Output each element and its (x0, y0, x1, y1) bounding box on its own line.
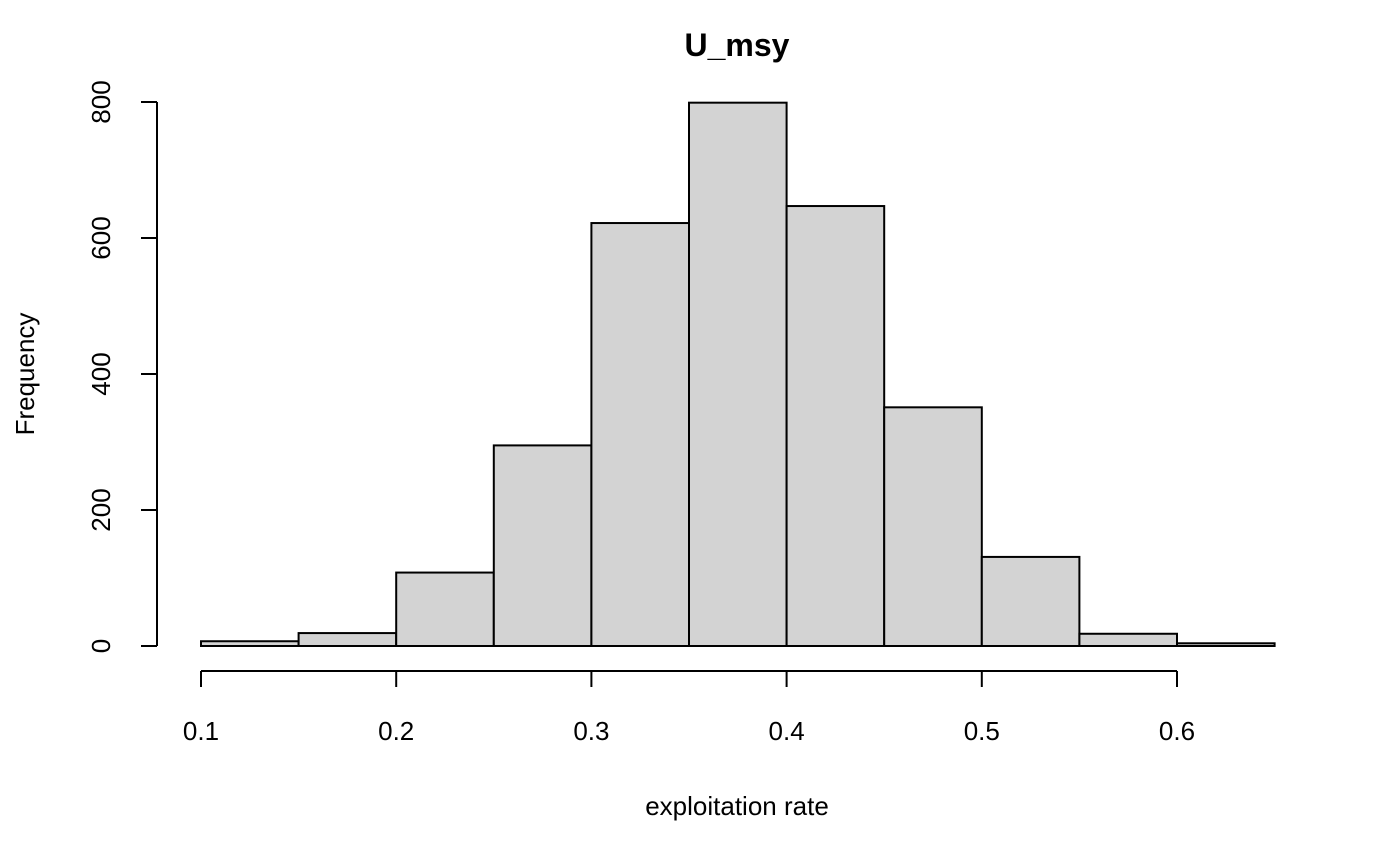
histogram-bar (297, 632, 398, 648)
y-tick-label: 0 (86, 639, 116, 653)
x-tick-label: 0.5 (964, 716, 1000, 746)
histogram-bar (395, 571, 495, 647)
histogram-bar (688, 101, 788, 648)
y-tick-label: 400 (86, 352, 116, 395)
chart-title: U_msy (685, 27, 790, 63)
x-axis-label: exploitation rate (645, 791, 829, 821)
y-tick-label: 800 (86, 80, 116, 123)
y-axis: 0 200 400 600 800 (86, 80, 158, 653)
y-axis-label: Frequency (10, 313, 40, 436)
histogram-bar (590, 222, 691, 647)
histogram-bar (1078, 632, 1179, 648)
y-tick-label: 200 (86, 488, 116, 531)
y-tick-label: 600 (86, 216, 116, 259)
x-axis: 0.1 0.2 0.3 0.4 0.5 0.6 (183, 670, 1195, 746)
x-tick-label: 0.6 (1159, 716, 1195, 746)
histogram-bar (883, 406, 983, 647)
histogram-bar (1176, 642, 1276, 648)
x-tick-label: 0.3 (573, 716, 609, 746)
x-tick-label: 0.1 (183, 716, 219, 746)
histogram-bars (200, 101, 1276, 648)
histogram-bar (200, 640, 300, 647)
histogram-bar (980, 555, 1081, 647)
histogram-bar (492, 444, 593, 647)
x-tick-label: 0.4 (769, 716, 805, 746)
histogram-bar (785, 205, 886, 647)
x-tick-label: 0.2 (378, 716, 414, 746)
